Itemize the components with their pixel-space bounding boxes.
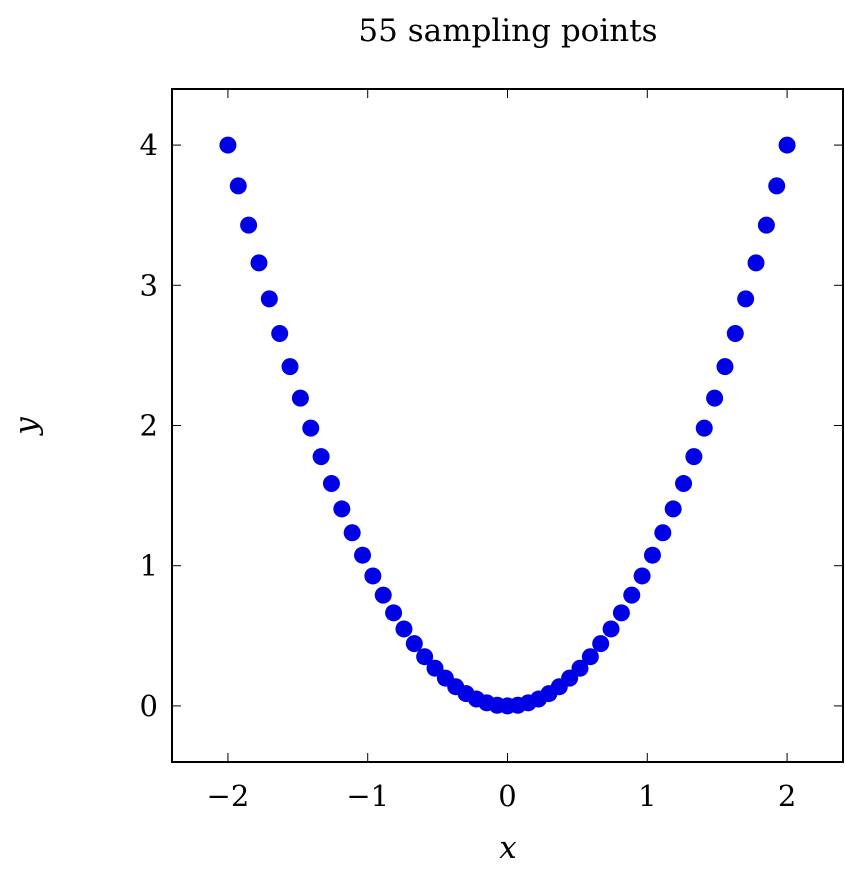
x-axis-ticks: −2 −1 0 1 2 <box>207 89 796 813</box>
x-tick-label: 1 <box>638 779 656 813</box>
data-point <box>675 475 693 493</box>
data-point <box>364 567 382 585</box>
data-point <box>271 325 289 343</box>
data-point <box>757 216 775 234</box>
data-point <box>778 136 796 154</box>
data-point <box>281 358 299 376</box>
y-axis-label: y <box>8 417 44 437</box>
data-point <box>354 546 372 564</box>
x-axis-label: x <box>499 830 517 866</box>
data-point <box>633 567 651 585</box>
data-point <box>737 290 755 308</box>
data-point <box>405 635 423 653</box>
data-point <box>385 604 403 622</box>
data-point <box>706 389 724 407</box>
data-point <box>592 635 610 653</box>
data-point <box>768 177 786 195</box>
plot-frame <box>171 88 844 763</box>
x-tick-label: 2 <box>778 779 796 813</box>
y-tick-label: 4 <box>140 128 158 162</box>
chart-title: 55 sampling points <box>358 13 657 49</box>
data-point <box>219 136 237 154</box>
y-axis-ticks: 0 1 2 3 4 <box>140 128 843 723</box>
data-point <box>322 475 340 493</box>
y-tick-label: 1 <box>140 549 158 583</box>
data-point <box>602 620 620 638</box>
data-point <box>312 448 330 466</box>
data-point <box>612 604 630 622</box>
y-tick-label: 3 <box>140 268 158 302</box>
data-point <box>726 325 744 343</box>
data-point <box>571 659 589 677</box>
x-tick-label: 0 <box>498 779 516 813</box>
data-point <box>716 358 734 376</box>
data-point <box>291 389 309 407</box>
data-point <box>581 648 599 666</box>
data-point <box>685 448 703 466</box>
data-point <box>374 586 392 604</box>
data-points <box>219 136 796 715</box>
data-point <box>343 524 361 542</box>
x-tick-label: −2 <box>207 779 250 813</box>
y-tick-label: 2 <box>140 409 158 443</box>
data-point <box>654 524 672 542</box>
data-point <box>695 419 713 437</box>
data-point <box>333 500 351 518</box>
data-point <box>240 216 258 234</box>
data-point <box>250 254 268 272</box>
data-point <box>747 254 765 272</box>
data-point <box>664 500 682 518</box>
data-point <box>229 177 247 195</box>
data-point <box>302 419 320 437</box>
y-tick-label: 0 <box>140 689 158 723</box>
data-point <box>623 586 641 604</box>
x-tick-label: −1 <box>346 779 389 813</box>
data-point <box>260 290 278 308</box>
data-point <box>643 546 661 564</box>
data-point <box>395 620 413 638</box>
data-point <box>416 648 434 666</box>
